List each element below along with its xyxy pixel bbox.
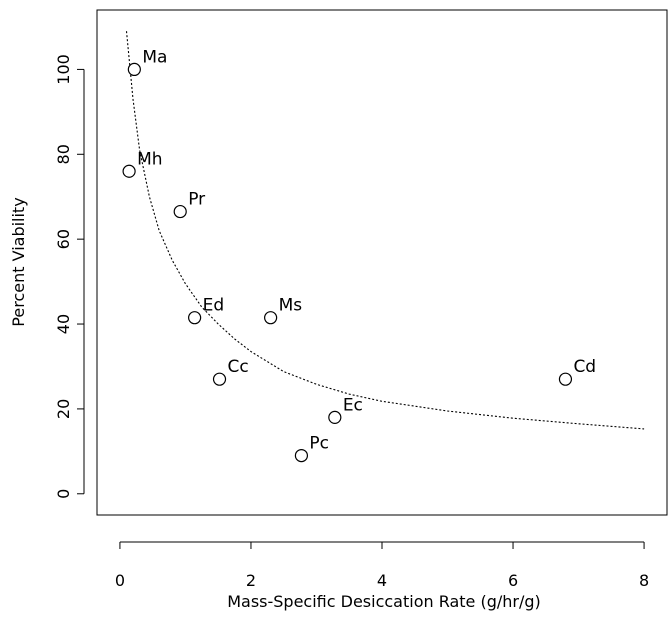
point-label: Pc — [309, 434, 329, 454]
point-label: Pr — [188, 190, 205, 210]
y-tick-label: 60 — [54, 229, 73, 249]
x-tick-label: 6 — [508, 571, 518, 590]
point-label: Ms — [279, 296, 303, 316]
y-axis: 0 20 40 60 80 100 — [54, 54, 85, 499]
y-tick-label: 40 — [54, 314, 73, 334]
x-axis-title: Mass-Specific Desiccation Rate (g/hr/g) — [227, 592, 541, 611]
y-tick-label: 20 — [54, 399, 73, 419]
y-tick-label: 80 — [54, 144, 73, 164]
y-tick-label: 0 — [54, 489, 73, 499]
data-point — [122, 164, 136, 178]
points-layer: Ma Mh Pr Ed Ms Cc Cd Ec Pc — [122, 47, 596, 463]
x-axis: 0 2 4 6 8 — [115, 541, 649, 590]
fit-curve-layer — [125, 31, 645, 430]
point-label: Cd — [573, 357, 596, 377]
point-label: Ma — [142, 47, 167, 67]
x-tick-label: 0 — [115, 571, 125, 590]
data-point — [294, 448, 309, 463]
point-label: Cc — [228, 357, 249, 377]
data-point — [328, 410, 342, 424]
plot-frame — [96, 9, 668, 516]
data-point — [212, 372, 227, 386]
point-label: Ec — [343, 395, 363, 415]
data-point — [127, 62, 141, 77]
y-axis-title: Percent Viability — [9, 197, 28, 326]
data-point — [188, 311, 202, 325]
point-label: Mh — [137, 149, 162, 169]
fit-curve — [125, 31, 645, 430]
y-tick-label: 100 — [54, 54, 73, 85]
data-point — [173, 204, 187, 219]
x-tick-label: 2 — [246, 571, 256, 590]
point-label: Ed — [203, 296, 225, 316]
data-point — [558, 372, 573, 386]
x-tick-label: 8 — [639, 571, 649, 590]
x-tick-label: 4 — [377, 571, 387, 590]
data-point — [264, 311, 278, 325]
